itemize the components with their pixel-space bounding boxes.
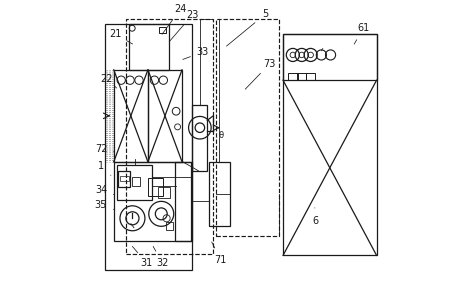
Bar: [114, 70, 148, 162]
Bar: [166, 222, 173, 230]
Text: θ: θ: [218, 131, 223, 140]
Text: 24: 24: [174, 4, 187, 14]
Bar: [114, 162, 192, 241]
Bar: [118, 171, 130, 187]
Text: 31: 31: [140, 258, 153, 268]
Bar: [288, 73, 298, 80]
Bar: [132, 177, 140, 186]
Text: 72: 72: [95, 143, 107, 154]
Bar: [148, 70, 182, 162]
Text: 33: 33: [197, 47, 209, 57]
Text: 6: 6: [313, 216, 319, 226]
Bar: [283, 34, 376, 80]
Bar: [117, 165, 152, 200]
Text: 23: 23: [186, 10, 199, 20]
Bar: [159, 27, 166, 33]
Text: 5: 5: [262, 9, 268, 19]
Text: 34: 34: [95, 185, 107, 195]
Text: 21: 21: [109, 29, 121, 39]
Bar: [158, 187, 170, 198]
Text: 61: 61: [357, 23, 369, 33]
Bar: [119, 176, 128, 181]
Text: 22: 22: [100, 74, 113, 84]
Text: 1: 1: [98, 161, 104, 171]
Text: 32: 32: [156, 258, 168, 268]
Text: 35: 35: [95, 200, 107, 210]
Bar: [209, 162, 229, 226]
Bar: [306, 73, 315, 80]
Bar: [192, 105, 207, 171]
Bar: [148, 178, 163, 196]
Bar: [283, 34, 376, 255]
Text: 71: 71: [214, 255, 227, 265]
Bar: [128, 24, 169, 70]
Bar: [105, 24, 192, 270]
Bar: [126, 19, 213, 254]
Bar: [174, 162, 191, 241]
Text: 73: 73: [264, 59, 276, 69]
Bar: [297, 73, 307, 80]
Bar: [216, 19, 279, 236]
